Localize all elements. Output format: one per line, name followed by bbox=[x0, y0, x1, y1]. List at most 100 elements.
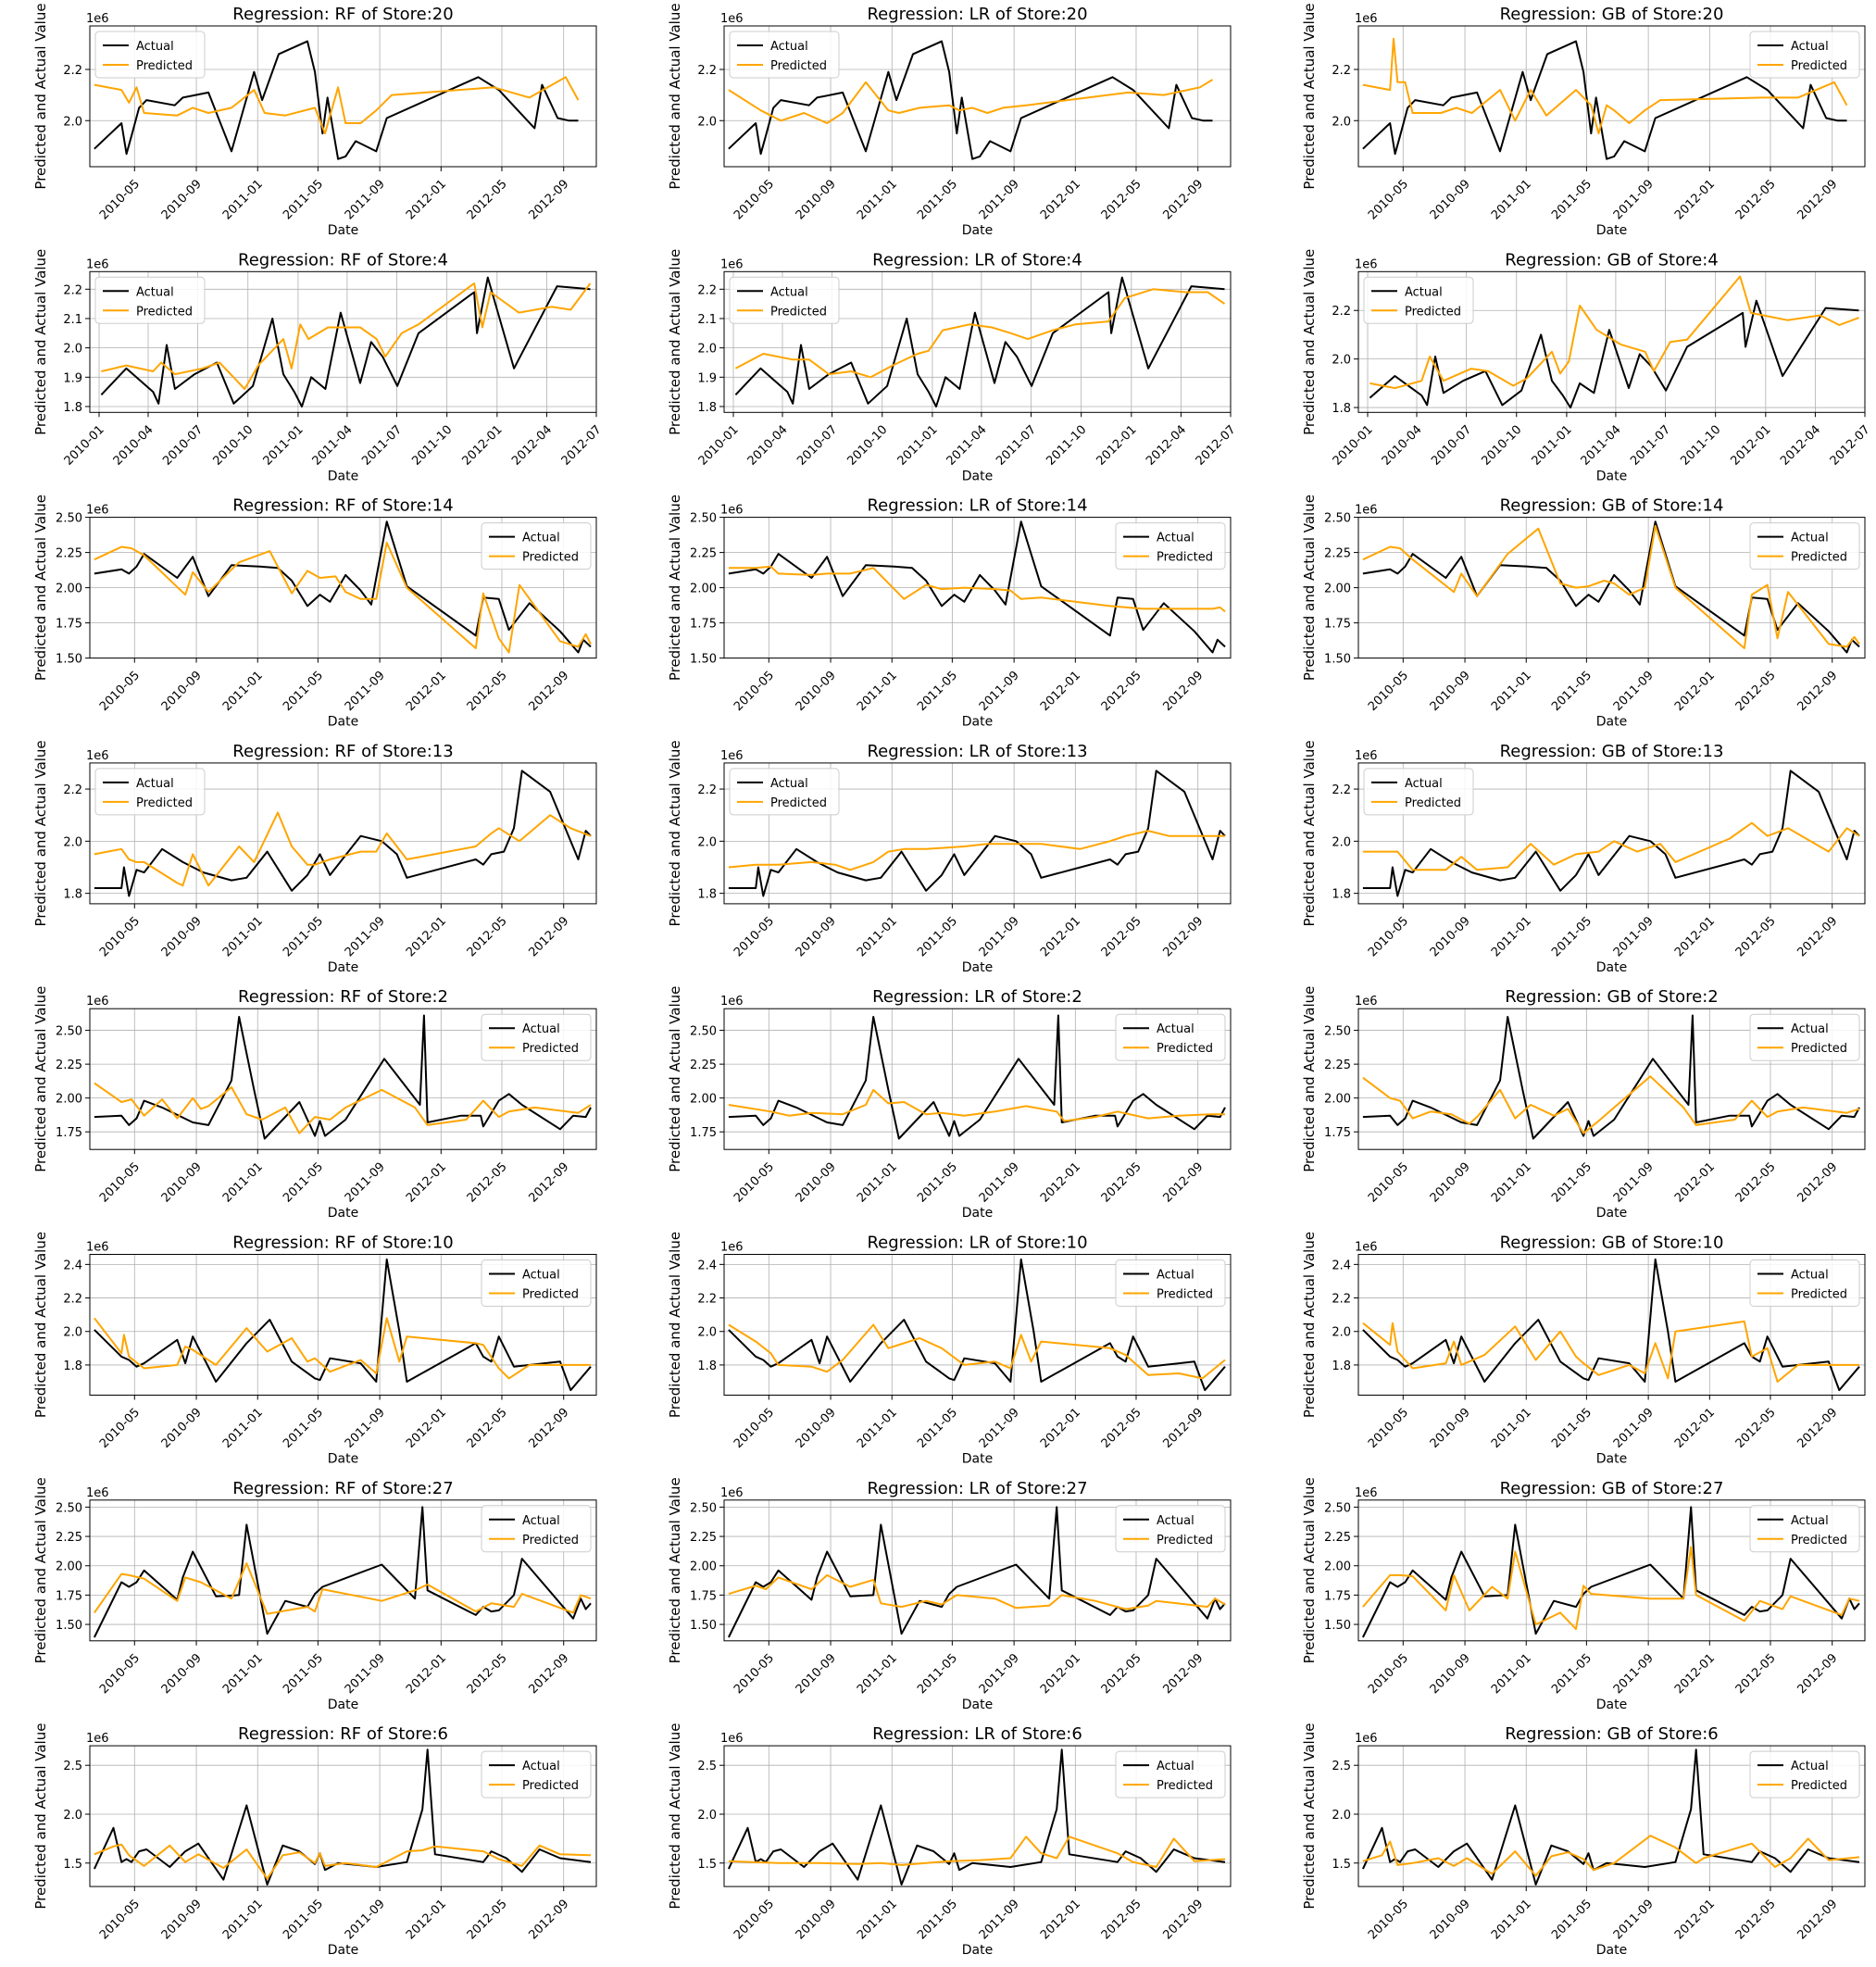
x-tick-label: 2011-09 bbox=[977, 1897, 1022, 1942]
x-tick-label: 2011-05 bbox=[915, 669, 960, 714]
y-tick-label: 2.2 bbox=[1332, 64, 1351, 78]
y-axis-label: Predicted and Actual Value bbox=[1301, 249, 1318, 435]
y-tick-label: 2.00 bbox=[1324, 1560, 1351, 1574]
x-tick-label: 2012-05 bbox=[1099, 669, 1144, 714]
legend-actual-label: Actual bbox=[1157, 1760, 1194, 1773]
y-offset-label: 1e6 bbox=[720, 1241, 744, 1255]
legend-box bbox=[481, 1750, 592, 1798]
legend-predicted-label: Predicted bbox=[770, 796, 827, 810]
x-axis-label: Date bbox=[962, 715, 993, 730]
predicted-series-line bbox=[94, 76, 580, 135]
x-tick-label: 2012-09 bbox=[526, 1160, 571, 1206]
legend-actual-label: Actual bbox=[522, 1022, 560, 1036]
x-tick-label: 2012-09 bbox=[526, 669, 571, 714]
y-tick-label: 2.1 bbox=[63, 313, 82, 327]
legend: Actual Predicted bbox=[1749, 522, 1860, 570]
x-tick-label: 2010-05 bbox=[97, 1651, 143, 1697]
y-tick-label: 1.8 bbox=[1332, 402, 1351, 416]
y-tick-label: 2.0 bbox=[1332, 115, 1351, 129]
subplot: Regression: GB of Store:14 2010-05 2010-09… bbox=[1301, 495, 1866, 730]
subplot: Regression: LR of Store:10 2010-05 2010-09… bbox=[667, 1232, 1232, 1467]
legend-predicted-label: Predicted bbox=[1405, 796, 1461, 810]
legend: Actual Predicted bbox=[481, 1259, 592, 1307]
legend-predicted-label: Predicted bbox=[136, 305, 193, 319]
x-tick-label: 2011-01 bbox=[855, 669, 900, 714]
y-offset-label: 1e6 bbox=[720, 1732, 744, 1746]
y-axis-label: Predicted and Actual Value bbox=[32, 1232, 49, 1418]
y-offset-label: 1e6 bbox=[1355, 749, 1378, 763]
x-tick-label: 2011-05 bbox=[1549, 1651, 1595, 1697]
y-offset-label: 1e6 bbox=[86, 12, 109, 26]
subplot: Regression: RF of Store:2 2010-05 2010-09 2… bbox=[32, 986, 597, 1221]
legend: Actual Predicted bbox=[1749, 1505, 1860, 1553]
y-axis-label: Predicted and Actual Value bbox=[667, 1723, 683, 1910]
y-tick-label: 1.75 bbox=[56, 1126, 82, 1140]
x-tick-label: 2012-01 bbox=[1672, 1160, 1718, 1206]
legend-predicted-label: Predicted bbox=[1157, 551, 1213, 565]
legend: Actual Predicted bbox=[1115, 522, 1226, 570]
legend-box bbox=[729, 276, 840, 324]
y-tick-label: 2.0 bbox=[1332, 1326, 1351, 1340]
y-axis-label: Predicted and Actual Value bbox=[32, 3, 49, 189]
x-axis-label: Date bbox=[1596, 469, 1627, 483]
y-offset-label: 1e6 bbox=[1355, 504, 1378, 518]
x-tick-label: 2011-05 bbox=[1549, 1160, 1595, 1206]
y-offset-label: 1e6 bbox=[720, 995, 744, 1009]
x-tick-label: 2012-01 bbox=[1094, 423, 1140, 469]
x-tick-label: 2012-09 bbox=[1160, 1897, 1206, 1942]
predicted-series-line bbox=[94, 1843, 592, 1880]
actual-series-line bbox=[728, 520, 1226, 654]
y-tick-label: 2.50 bbox=[56, 1501, 82, 1515]
x-tick-label: 2010-09 bbox=[794, 1160, 839, 1206]
x-tick-label: 2011-01 bbox=[220, 1160, 266, 1206]
x-tick-label: 2012-09 bbox=[1795, 1406, 1840, 1451]
x-tick-label: 2012-05 bbox=[1733, 1406, 1779, 1451]
y-axis-label: Predicted and Actual Value bbox=[667, 249, 683, 435]
x-tick-label: 2012-09 bbox=[1160, 1160, 1206, 1206]
x-tick-label: 2012-05 bbox=[465, 669, 510, 714]
y-tick-label: 2.00 bbox=[56, 583, 82, 596]
axes-frame bbox=[89, 762, 597, 905]
x-tick-label: 2011-09 bbox=[343, 177, 388, 222]
x-tick-label: 2010-09 bbox=[159, 1160, 205, 1206]
legend-box bbox=[1749, 522, 1860, 570]
x-axis-label: Date bbox=[1596, 1943, 1627, 1958]
x-tick-label: 2010-05 bbox=[732, 1406, 777, 1451]
y-tick-label: 2.25 bbox=[690, 1059, 717, 1072]
actual-series-line bbox=[728, 770, 1226, 897]
x-tick-label: 2012-05 bbox=[1733, 1160, 1779, 1206]
y-tick-label: 2.25 bbox=[1324, 547, 1351, 561]
legend: Actual Predicted bbox=[1749, 1259, 1860, 1307]
y-axis-label: Predicted and Actual Value bbox=[1301, 986, 1318, 1172]
x-tick-label: 2010-09 bbox=[159, 669, 205, 714]
x-tick-label: 2011-09 bbox=[1611, 914, 1657, 959]
x-tick-label: 2011-09 bbox=[977, 1406, 1022, 1451]
legend-actual-label: Actual bbox=[770, 777, 808, 791]
actual-series-line bbox=[94, 1014, 592, 1140]
x-tick-label: 2010-09 bbox=[1428, 669, 1473, 714]
y-axis-label: Predicted and Actual Value bbox=[1301, 740, 1318, 926]
axes-frame bbox=[723, 762, 1232, 905]
y-tick-label: 1.50 bbox=[690, 1619, 717, 1633]
x-tick-label: 2011-09 bbox=[977, 1160, 1022, 1206]
legend: Actual Predicted bbox=[729, 768, 840, 816]
y-tick-label: 1.8 bbox=[697, 401, 717, 415]
x-tick-label: 2011-09 bbox=[1611, 1897, 1657, 1942]
y-tick-label: 1.9 bbox=[697, 371, 717, 385]
y-axis-label: Predicted and Actual Value bbox=[32, 740, 49, 926]
chart-title: Regression: GB of Store:13 bbox=[1500, 742, 1724, 761]
x-tick-label: 2012-05 bbox=[465, 1897, 510, 1942]
x-tick-label: 2011-10 bbox=[409, 423, 455, 469]
actual-series-line bbox=[728, 1258, 1226, 1392]
axes-frame bbox=[1357, 1254, 1866, 1396]
x-tick-label: 2012-05 bbox=[1733, 1651, 1779, 1697]
y-tick-label: 2.0 bbox=[697, 343, 717, 357]
x-tick-label: 2010-09 bbox=[1428, 1406, 1473, 1451]
legend-predicted-label: Predicted bbox=[1157, 1779, 1213, 1793]
x-tick-label: 2011-01 bbox=[1489, 1651, 1534, 1697]
x-axis-label: Date bbox=[328, 1452, 358, 1467]
y-tick-label: 2.2 bbox=[1332, 1293, 1351, 1307]
y-tick-label: 2.25 bbox=[56, 1531, 82, 1545]
y-tick-label: 1.5 bbox=[697, 1858, 717, 1872]
